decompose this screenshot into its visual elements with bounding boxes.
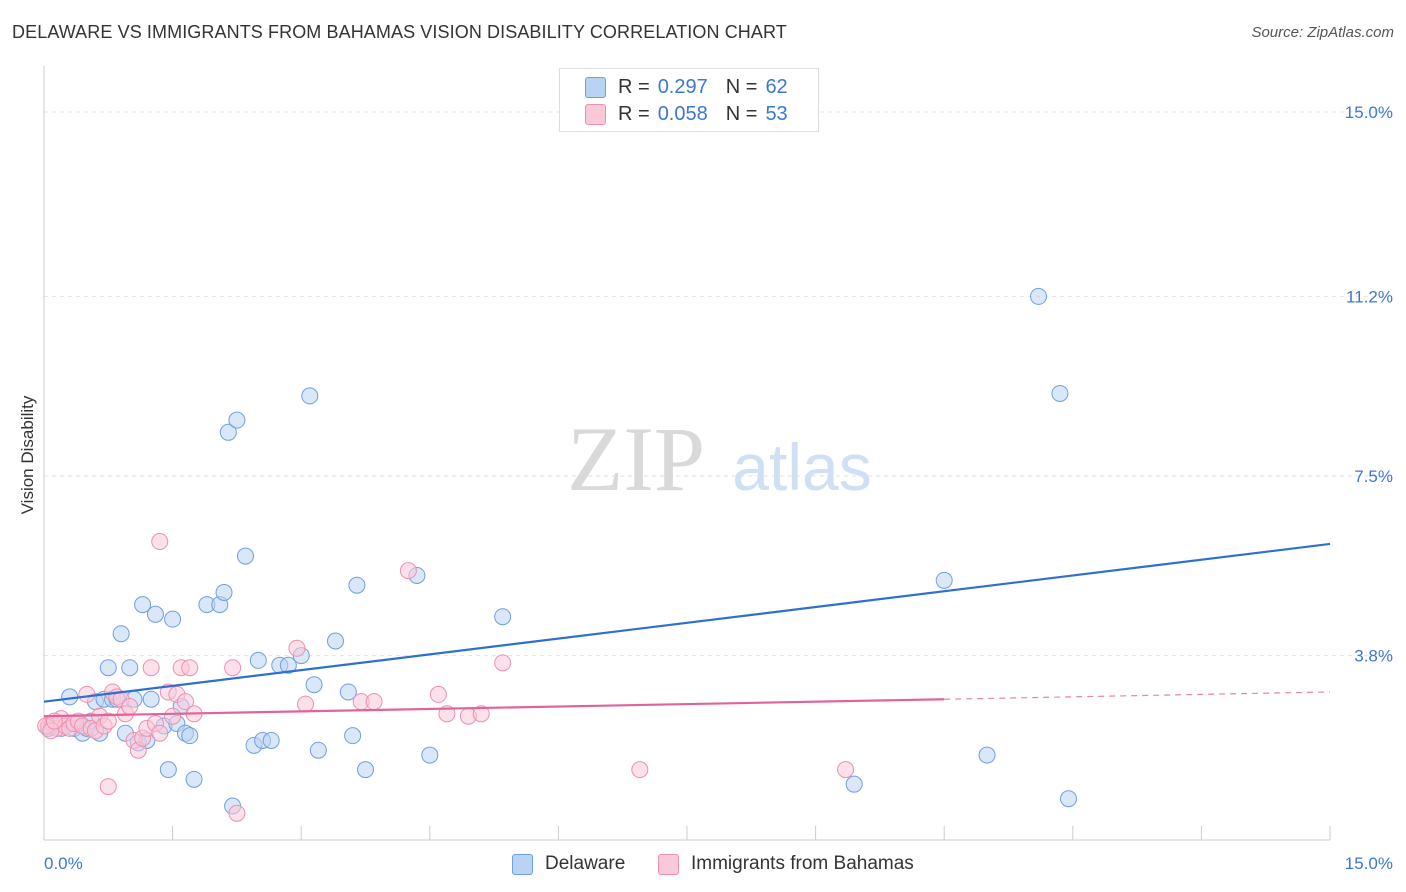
bahamas-point bbox=[151, 724, 169, 742]
bahamas-point bbox=[181, 659, 199, 677]
watermark-atlas: atlas bbox=[732, 430, 871, 504]
source-label: Source: ZipAtlas.com bbox=[1251, 24, 1394, 41]
delaware-point bbox=[164, 610, 182, 628]
x-tick-label: 0.0% bbox=[44, 854, 83, 873]
bahamas-point bbox=[164, 707, 182, 725]
axis-layer bbox=[43, 66, 1331, 841]
delaware-point bbox=[185, 770, 203, 788]
delaware-point bbox=[326, 632, 344, 650]
legend-item-delaware[interactable]: Delaware bbox=[512, 852, 625, 876]
bahamas-trendline bbox=[43, 698, 945, 718]
bahamas-point bbox=[365, 693, 383, 711]
y-axis-label: Vision Disability bbox=[18, 395, 37, 515]
y-tick-label: 3.8% bbox=[1354, 647, 1393, 666]
bahamas-point bbox=[296, 695, 314, 713]
bahamas-point bbox=[224, 659, 242, 677]
grid-layer bbox=[44, 111, 1394, 657]
bahamas-point bbox=[78, 685, 96, 703]
delaware-point bbox=[181, 727, 199, 745]
points-layer bbox=[37, 287, 1078, 822]
delaware-point bbox=[99, 659, 117, 677]
delaware-point bbox=[159, 761, 177, 779]
bahamas-point bbox=[429, 685, 447, 703]
y-tick-label: 15.0% bbox=[1345, 103, 1393, 122]
delaware-point bbox=[219, 423, 237, 441]
bahamas-point bbox=[121, 698, 139, 716]
watermark: ZIP atlas bbox=[567, 408, 872, 510]
correlation-legend: R = 0.297 N = 62 R = 0.058 N = 53 bbox=[559, 68, 819, 132]
watermark-zip: ZIP bbox=[567, 408, 705, 510]
bahamas-point bbox=[438, 705, 456, 723]
delaware-point bbox=[146, 605, 164, 623]
delaware-point bbox=[121, 659, 139, 677]
delaware-trendline bbox=[43, 542, 1331, 703]
legend-item-bahamas[interactable]: Immigrants from Bahamas bbox=[658, 852, 914, 876]
chart-title: DELAWARE VS IMMIGRANTS FROM BAHAMAS VISI… bbox=[12, 22, 787, 42]
legend-row-bahamas: R = 0.058 N = 53 bbox=[585, 102, 788, 126]
n-value: 62 bbox=[765, 75, 788, 98]
delaware-point bbox=[249, 651, 267, 669]
bahamas-point bbox=[494, 654, 512, 672]
legend-label-delaware: Delaware bbox=[545, 853, 626, 874]
r-value: 0.058 bbox=[657, 102, 708, 125]
bahamas-point bbox=[176, 693, 194, 711]
delaware-point bbox=[142, 690, 160, 708]
delaware-point bbox=[494, 608, 512, 626]
tick-label-layer: 3.8% 7.5% 11.2% 15.0% 0.0% 15.0% bbox=[44, 103, 1393, 873]
bahamas-point bbox=[837, 761, 855, 779]
bahamas-point bbox=[399, 562, 417, 580]
r-label: R = bbox=[618, 102, 650, 125]
x-tick-label: 15.0% bbox=[1345, 854, 1393, 873]
delaware-swatch bbox=[585, 76, 606, 98]
delaware-point bbox=[228, 411, 246, 429]
bahamas-swatch bbox=[585, 103, 606, 125]
delaware-point bbox=[305, 676, 323, 694]
delaware-point bbox=[339, 683, 357, 701]
trend-layer bbox=[43, 542, 1331, 718]
bahamas-trendline-extension bbox=[944, 691, 1331, 700]
bahamas-point bbox=[151, 533, 169, 551]
r-value: 0.297 bbox=[657, 75, 708, 98]
delaware-point bbox=[236, 547, 254, 565]
bahamas-point bbox=[228, 804, 246, 822]
n-label: N = bbox=[725, 102, 758, 125]
delaware-point bbox=[935, 571, 953, 589]
delaware-point bbox=[845, 775, 863, 793]
r-label: R = bbox=[618, 75, 650, 98]
bahamas-point bbox=[472, 705, 490, 723]
delaware-point bbox=[215, 583, 233, 601]
delaware-point bbox=[1030, 287, 1048, 305]
delaware-point bbox=[1051, 384, 1069, 402]
legend-row-delaware: R = 0.297 N = 62 bbox=[585, 75, 788, 99]
bahamas-point bbox=[288, 639, 306, 657]
bahamas-point bbox=[142, 659, 160, 677]
delaware-swatch bbox=[512, 853, 533, 875]
delaware-point bbox=[309, 741, 327, 759]
delaware-point bbox=[112, 625, 130, 643]
delaware-point bbox=[357, 761, 374, 779]
delaware-point bbox=[348, 576, 366, 594]
delaware-point bbox=[134, 596, 152, 614]
delaware-point bbox=[279, 656, 297, 674]
delaware-point bbox=[978, 746, 996, 764]
delaware-point bbox=[1060, 790, 1078, 808]
delaware-point bbox=[344, 727, 362, 745]
bahamas-point bbox=[99, 778, 117, 796]
y-tick-label: 11.2% bbox=[1346, 287, 1393, 306]
bahamas-point bbox=[99, 712, 117, 730]
n-value: 53 bbox=[765, 102, 788, 125]
delaware-point bbox=[421, 746, 439, 764]
n-label: N = bbox=[725, 75, 758, 98]
y-tick-label: 7.5% bbox=[1354, 467, 1393, 486]
bahamas-swatch bbox=[658, 853, 679, 875]
legend-label-bahamas: Immigrants from Bahamas bbox=[691, 853, 914, 874]
delaware-point bbox=[262, 732, 280, 750]
delaware-point bbox=[301, 387, 319, 405]
bahamas-point bbox=[631, 761, 649, 779]
